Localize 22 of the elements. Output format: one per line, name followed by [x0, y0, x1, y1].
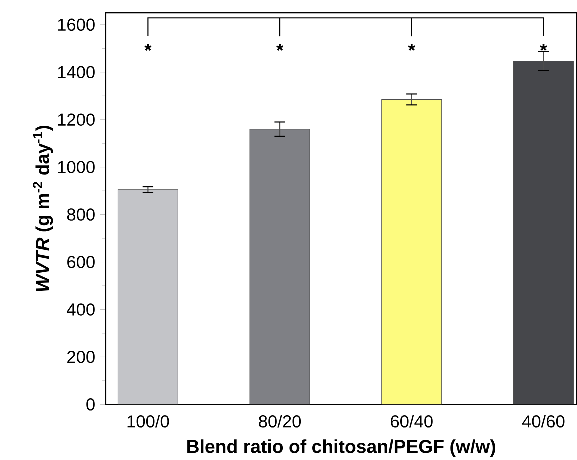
y-tick-label: 200: [68, 351, 95, 364]
x-tick-label: 80/20: [259, 415, 302, 428]
annotation: *: [540, 44, 548, 52]
x-tick-label: 40/60: [522, 415, 565, 428]
y-tick-label: 400: [67, 304, 95, 316]
y-tick-label: 600: [68, 256, 95, 268]
x-tick-label: 60/40: [391, 415, 433, 428]
x-tick-label: 100/0: [128, 415, 170, 428]
y-tick-label: 0: [86, 398, 95, 411]
y-tick-label: 1200: [58, 114, 95, 126]
annotation: *: [408, 44, 416, 52]
bar: [382, 99, 442, 405]
annotation: *: [276, 44, 284, 52]
x-axis-title: Blend ratio of chitosan/PEGF (w/w): [188, 440, 496, 458]
y-axis-title: WVTR (g m$^{-2}$ day$^{-1}$): [33, 126, 54, 292]
bar: [513, 60, 574, 405]
y-tick-label: 1000: [58, 161, 95, 174]
bar: [118, 190, 178, 405]
annotation: *: [144, 44, 152, 52]
y-tick-label: 1600: [58, 18, 95, 32]
y-tick-label: 1400: [58, 66, 95, 79]
y-tick-label: 800: [67, 208, 95, 221]
